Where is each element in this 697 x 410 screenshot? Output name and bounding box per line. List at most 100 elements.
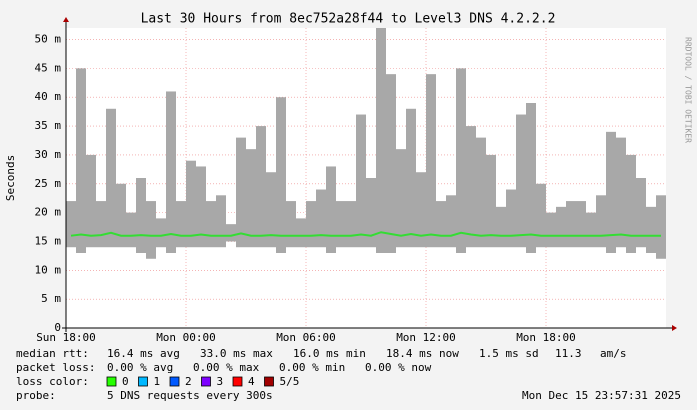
x-tick-label: Mon 00:00 (156, 331, 216, 344)
smoke-bar (146, 201, 156, 259)
x-tick-label: Sun 18:00 (36, 331, 96, 344)
legend-stat: 0.00 % min (279, 361, 345, 374)
legend-swatch (264, 376, 274, 387)
smoke-bar (416, 172, 426, 248)
smoke-bar (326, 166, 336, 253)
smoke-bar (256, 126, 266, 248)
smoke-bar (656, 195, 666, 259)
smoke-bar (556, 206, 566, 248)
smoke-bar (636, 178, 646, 248)
smoke-bar (296, 218, 306, 248)
x-arrow (672, 325, 677, 331)
smoke-bar (246, 149, 256, 248)
y-tick-label: 10 m (35, 263, 62, 276)
legend-label: probe: (16, 389, 56, 402)
date: Mon Dec 15 23:57:31 2025 (522, 389, 681, 402)
smoke-bar (616, 137, 626, 248)
smoke-bar (456, 68, 466, 253)
smoke-bar (376, 28, 386, 253)
y-tick-label: 40 m (35, 90, 62, 103)
smoke-bar (336, 201, 346, 248)
legend-swatch (232, 376, 243, 387)
legend-stat: 16.0 ms min (293, 347, 366, 360)
y-axis-label: Seconds (4, 155, 17, 201)
legend-stat: 0.00 % avg (107, 361, 173, 374)
legend-stat: 18.4 ms now (386, 347, 459, 360)
legend-entry: 4 (248, 375, 255, 388)
smoke-bar (276, 97, 286, 253)
smoke-bar (66, 201, 76, 248)
y-tick-label: 35 m (35, 119, 62, 132)
legend-entry: 3 (217, 375, 224, 388)
smoke-bar (546, 212, 556, 248)
smoke-bar (346, 201, 356, 248)
smoke-bar (506, 189, 516, 248)
smoke-bar (646, 206, 656, 253)
smoke-bar (536, 183, 546, 248)
smoke-bar (406, 108, 416, 248)
smoke-bar (156, 218, 166, 248)
smoke-bar (286, 201, 296, 248)
chart-title: Last 30 Hours from 8ec752a28f44 to Level… (141, 12, 556, 27)
legend-stat: 0.00 % max (193, 361, 260, 374)
y-tick-label: 30 m (35, 148, 62, 161)
median-line (70, 231, 661, 237)
smoke-bar (486, 154, 496, 248)
legend-label: packet loss: (16, 361, 95, 374)
smoke-bar (126, 212, 136, 248)
x-tick-label: Mon 06:00 (276, 331, 336, 344)
smoke-bar (136, 178, 146, 253)
legend-swatch (138, 376, 148, 387)
legend-stat: 16.4 ms avg (107, 347, 180, 360)
y-arrow (63, 17, 69, 22)
smoke-bar (516, 114, 526, 248)
smoke-bar (526, 103, 536, 253)
smoke-bar (446, 195, 456, 248)
smoke-bar (576, 201, 586, 248)
smoke-bar (586, 212, 596, 248)
legend-entry: 1 (154, 375, 161, 388)
y-tick-label: 20 m (35, 206, 62, 219)
y-tick-label: 45 m (35, 61, 62, 74)
smoke-bar (626, 154, 636, 253)
probe-text: 5 DNS requests every 300s (107, 389, 273, 402)
x-tick-label: Mon 18:00 (516, 331, 576, 344)
smoke-bar (266, 172, 276, 248)
legend-swatch (201, 376, 211, 387)
smoke-bar (606, 131, 616, 253)
smoke-bar (176, 201, 186, 248)
side-text: RRDTOOL / TOBI OETIKER (684, 37, 693, 143)
legend-swatch (106, 376, 117, 387)
legend-stat: 1.5 ms sd (479, 347, 539, 360)
smoke-bar (166, 91, 176, 253)
legend-stat: 11.3 (555, 347, 582, 360)
smoke-bar (96, 201, 106, 248)
smoke-bar (196, 166, 206, 248)
legend-stat: 0.00 % now (365, 361, 432, 374)
smoke-bar (426, 74, 436, 248)
smoke-bar (396, 149, 406, 248)
legend-swatch (169, 376, 180, 387)
legend-stat: am/s (600, 347, 627, 360)
smoke-bar (566, 201, 576, 248)
smoke-bar (316, 189, 326, 248)
smoke-bar (496, 206, 506, 248)
smoke-bar (306, 201, 316, 248)
legend-entry: 5/5 (280, 375, 300, 388)
legend-entry: 2 (185, 375, 192, 388)
legend-entry: 0 (122, 375, 129, 388)
smoke-bar (596, 195, 606, 248)
y-tick-label: 5 m (41, 292, 61, 305)
x-tick-label: Mon 12:00 (396, 331, 456, 344)
smoke-bar (226, 224, 236, 242)
legend-label: loss color: (16, 375, 89, 388)
smoke-bar (216, 195, 226, 248)
smoke-bar (106, 108, 116, 248)
smoke-bar (386, 74, 396, 254)
smoke-bar (86, 154, 96, 248)
y-tick-label: 50 m (35, 33, 62, 46)
y-tick-label: 25 m (35, 177, 62, 190)
smoke-bar (206, 201, 216, 248)
smoke-bar (466, 126, 476, 248)
